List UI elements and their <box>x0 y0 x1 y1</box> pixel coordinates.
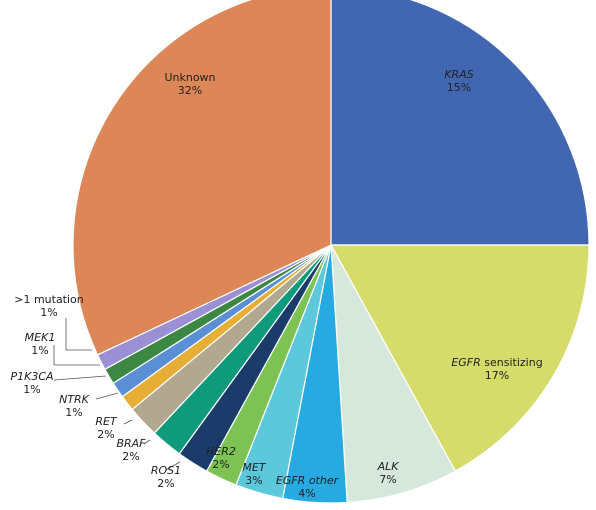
slice-label-egfr-sensitizing: EGFR sensitizing 17% <box>451 356 542 382</box>
slice-name-kras: KRAS <box>444 68 473 81</box>
slice-percent-1-mutation: 1% <box>40 306 57 319</box>
slice-label-ret: RET 2% <box>95 415 118 441</box>
slice-name-braf: BRAF <box>116 437 146 450</box>
slice-percent-her2: 2% <box>212 458 229 471</box>
slice-label-unknown: Unknown 32% <box>164 71 215 97</box>
slice-label-egfr-other: EGFR other 4% <box>276 474 340 500</box>
leader-line-ret <box>123 419 133 425</box>
slice-label-ros1: ROS1 2% <box>151 464 181 490</box>
slice-name-ros1: ROS1 <box>151 464 181 477</box>
leader-line-ntrk <box>95 392 119 400</box>
slice-percent-egfr-sensitizing: 17% <box>485 369 509 382</box>
slice-name-mek1: MEK1 <box>25 331 56 344</box>
slice-label-1-mutation: >1 mutation 1% <box>14 293 84 319</box>
pie-slice-egfr-sensitizing <box>329 244 590 472</box>
leader-line-ros1 <box>165 461 181 471</box>
slice-percent-met: 3% <box>245 474 262 487</box>
slice-name-egfr-other: EGFR other <box>276 474 340 487</box>
slice-percent-mek1: 1% <box>31 344 48 357</box>
slice-name-ntrk: NTRK <box>59 393 90 406</box>
slice-percent-ntrk: 1% <box>65 406 82 419</box>
slice-name-1-mutation: >1 mutation <box>14 293 84 306</box>
slice-percent-p1k3ca: 1% <box>23 383 40 396</box>
leader-line-1-mutation <box>65 318 92 351</box>
slice-label-kras: KRAS 15% <box>444 68 473 94</box>
slice-percent-ros1: 2% <box>157 477 174 490</box>
slice-percent-unknown: 32% <box>178 84 202 97</box>
slice-name-alk: ALK <box>377 460 400 473</box>
slice-name-ret: RET <box>95 415 118 428</box>
slice-name-p1k3ca: P1K3CA <box>10 370 53 383</box>
slice-percent-ret: 2% <box>97 428 114 441</box>
slice-name-her2: HER2 <box>206 445 236 458</box>
slice-label-mek1: MEK1 1% <box>25 331 56 357</box>
pie-slice-unknown <box>72 0 332 356</box>
slice-percent-braf: 2% <box>122 450 139 463</box>
leader-line-mek1 <box>53 345 100 366</box>
slice-label-braf: BRAF 2% <box>116 437 146 463</box>
slice-name-egfr-sensitizing: EGFR sensitizing <box>451 356 542 369</box>
slice-label-met: MET 3% <box>242 461 266 487</box>
slice-label-ntrk: NTRK 1% <box>59 393 90 419</box>
slice-label-p1k3ca: P1K3CA 1% <box>10 370 53 396</box>
pie-slice-kras <box>330 0 590 246</box>
slice-percent-egfr-other: 4% <box>298 487 315 500</box>
slice-label-her2: HER2 2% <box>206 445 236 471</box>
slice-name-unknown: Unknown <box>164 71 215 84</box>
leader-line-braf <box>143 439 151 445</box>
pie-slice-alk <box>330 244 457 504</box>
leader-line-p1k3ca <box>53 375 107 381</box>
slice-label-alk: ALK 7% <box>377 460 400 486</box>
slice-name-met: MET <box>242 461 266 474</box>
slice-percent-kras: 15% <box>447 81 471 94</box>
slice-percent-alk: 7% <box>379 473 396 486</box>
